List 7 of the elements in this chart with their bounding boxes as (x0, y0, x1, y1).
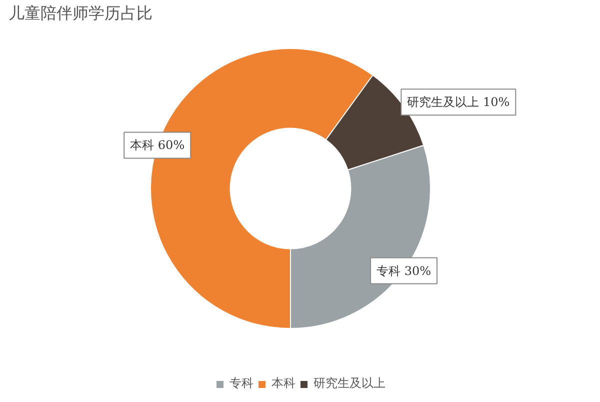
legend-label: 专科 (230, 375, 254, 392)
legend-label: 研究生及以上 (314, 375, 386, 392)
chart-title: 儿童陪伴师学历占比 (8, 4, 152, 22)
data-label: 专科 30% (376, 264, 432, 278)
legend-label: 本科 (272, 375, 296, 392)
data-label: 研究生及以上 10% (407, 95, 510, 110)
data-label: 本科 60% (130, 138, 185, 152)
